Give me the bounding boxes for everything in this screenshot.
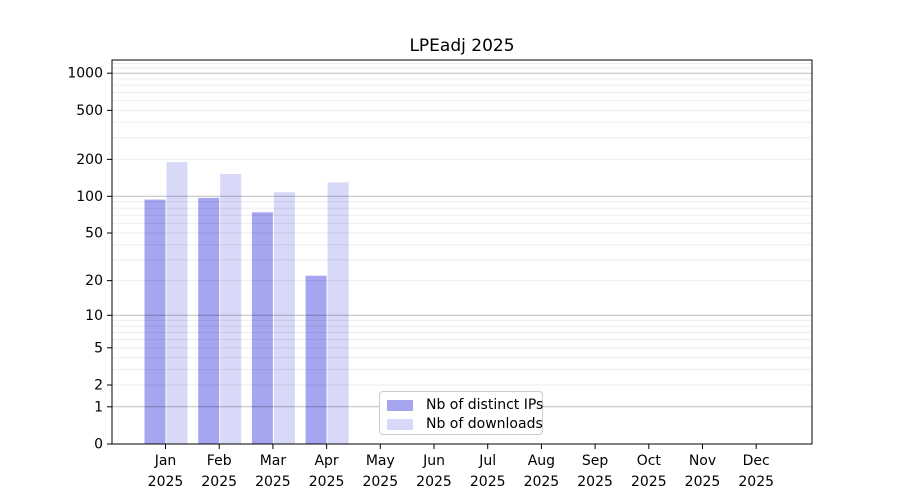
y-tick-label: 200: [76, 152, 103, 168]
bar-ips-apr: [305, 275, 327, 444]
y-tick-label: 50: [85, 225, 103, 241]
x-tick-year: 2025: [416, 474, 452, 490]
x-tick-month: Dec: [743, 453, 770, 469]
legend-label-downloads: Nb of downloads: [426, 416, 543, 432]
x-tick-year: 2025: [470, 474, 506, 490]
x-tick-year: 2025: [738, 474, 774, 490]
legend-item-downloads: Nb of downloads: [387, 417, 543, 432]
y-tick-label: 1: [94, 399, 103, 415]
bar-ips-feb: [198, 197, 220, 444]
y-tick-label: 1000: [67, 66, 103, 82]
x-tick-month: Jan: [154, 453, 177, 469]
bars: [144, 162, 349, 444]
x-tick-year: 2025: [577, 474, 613, 490]
x-tick-month: Jun: [422, 453, 445, 469]
x-tick-month: Jul: [478, 453, 496, 469]
x-tick-year: 2025: [685, 474, 721, 490]
bar-downloads-apr: [327, 182, 349, 444]
legend-swatch-downloads: [387, 419, 413, 430]
gridlines: [112, 63, 812, 408]
legend-swatch-distinct-ips: [387, 400, 413, 411]
chart-title: LPEadj 2025: [409, 36, 515, 56]
y-tick-label: 500: [76, 103, 103, 119]
bar-downloads-jan: [166, 162, 188, 444]
plot-border: [111, 59, 813, 445]
y-tick-label: 2: [94, 377, 103, 393]
x-tick-month: May: [366, 453, 395, 469]
legend-label-distinct-ips: Nb of distinct IPs: [426, 397, 544, 413]
x-axis: Jan 2025 Feb 2025 Mar 2025 Apr 2025 May 2025 Jun 20…: [148, 444, 774, 490]
bar-downloads-feb: [220, 174, 242, 444]
x-tick-year: 2025: [362, 474, 398, 490]
x-tick-month: Sep: [582, 453, 609, 469]
x-tick-month: Apr: [314, 453, 338, 469]
x-tick-year: 2025: [524, 474, 560, 490]
y-tick-label: 100: [76, 189, 103, 205]
x-tick-month: Aug: [528, 453, 555, 469]
bar-downloads-mar: [273, 192, 295, 444]
y-tick-label: 10: [85, 308, 103, 324]
y-tick-label: 20: [85, 273, 103, 289]
y-axis: 0 1 2 5 10 20 50 100 200 500 1000: [67, 66, 112, 452]
y-tick-label: 5: [94, 340, 103, 356]
x-tick-year: 2025: [631, 474, 667, 490]
x-tick-month: Feb: [207, 453, 232, 469]
x-tick-year: 2025: [255, 474, 291, 490]
x-tick-year: 2025: [201, 474, 237, 490]
y-tick-label: 0: [94, 436, 103, 452]
x-tick-month: Nov: [689, 453, 716, 469]
legend-item-distinct-ips: Nb of distinct IPs: [387, 398, 543, 413]
bar-ips-mar: [251, 212, 273, 444]
legend: Nb of distinct IPs Nb of downloads: [379, 391, 543, 435]
x-tick-month: Mar: [260, 453, 287, 469]
x-tick-year: 2025: [309, 474, 345, 490]
x-tick-year: 2025: [148, 474, 184, 490]
bar-ips-jan: [144, 199, 166, 444]
x-tick-month: Oct: [637, 453, 662, 469]
